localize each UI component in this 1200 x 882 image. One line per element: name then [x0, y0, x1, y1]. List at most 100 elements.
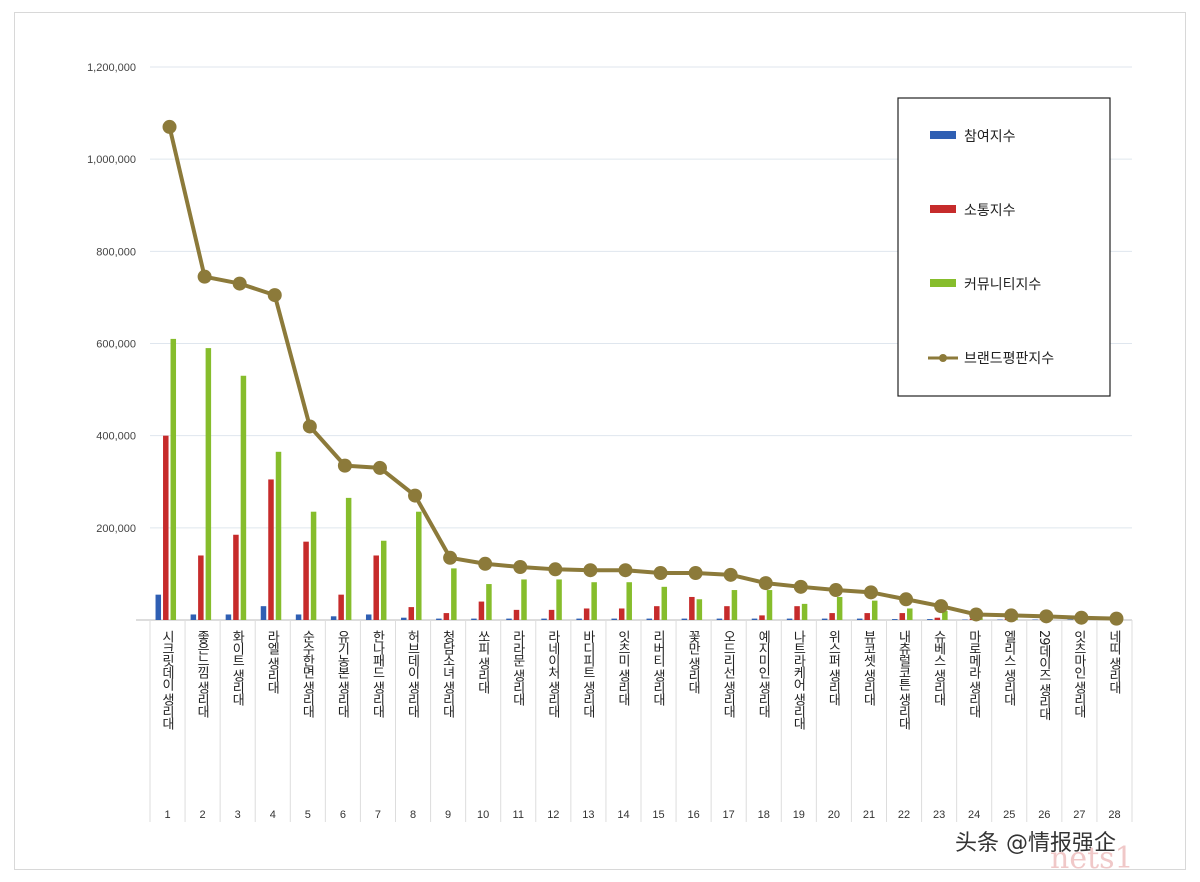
- bar-community: [451, 568, 457, 620]
- brand-reputation-point: [478, 556, 493, 571]
- category-label: 순수한면 생리대: [299, 630, 314, 719]
- rank-label: 12: [547, 809, 559, 821]
- bar-communication: [408, 607, 415, 620]
- brand-reputation-point: [863, 585, 878, 600]
- y-axis-ticks: 1,200,000 1,000,000 800,000 600,000 400,000 2…: [87, 62, 136, 535]
- brand-reputation-point: [372, 460, 387, 475]
- bar-community: [836, 596, 843, 620]
- rank-label: 11: [513, 809, 524, 821]
- watermark-faint-text: nets1: [1050, 841, 1134, 876]
- category-label: 잇츠미 생리대: [615, 630, 630, 707]
- legend-marker: [939, 354, 947, 362]
- rank-label: 21: [863, 809, 875, 821]
- rank-label: 4: [270, 809, 276, 821]
- rank-label: 16: [687, 809, 699, 821]
- bar-communication: [759, 615, 765, 620]
- legend-box: [897, 97, 1111, 397]
- brand-reputation-point: [583, 563, 598, 578]
- brand-reputation-point: [653, 565, 668, 580]
- brand-reputation-point: [1004, 608, 1019, 623]
- bar-participation: [155, 594, 162, 620]
- rank-label: 18: [758, 809, 770, 821]
- brand-reputation-line: [167, 126, 1117, 621]
- bar-community: [556, 579, 562, 620]
- brand-reputation-point: [934, 599, 949, 614]
- legend-label: 소통지수: [964, 203, 1016, 219]
- bar-participation: [225, 614, 232, 620]
- category-label: 위스퍼 생리대: [825, 630, 840, 707]
- bar-community: [521, 579, 527, 620]
- rank-label: 14: [617, 809, 629, 821]
- bar-community: [591, 582, 597, 620]
- y-tick-label: 1,200,000: [87, 62, 136, 74]
- rank-label: 26: [1038, 809, 1050, 821]
- legend-label: 커뮤니티지수: [964, 277, 1041, 293]
- bar-community: [416, 511, 422, 620]
- category-label: 한나패드 생리대: [369, 630, 384, 719]
- brand-reputation-point: [723, 567, 738, 582]
- category-label: 라라문 생리대: [510, 630, 525, 707]
- rank-label: 20: [828, 809, 840, 821]
- legend-swatch: [930, 131, 956, 139]
- bar-communication: [794, 606, 800, 620]
- bar-community: [626, 582, 632, 620]
- brand-reputation-point: [1039, 609, 1054, 624]
- category-label: 허브데이 생리대: [405, 630, 420, 719]
- category-label: 라엘 생리대: [264, 630, 279, 695]
- rank-label: 24: [968, 809, 980, 821]
- bar-community: [766, 590, 773, 620]
- category-label: 쏘피 생리대: [475, 630, 490, 695]
- bar-communication: [268, 479, 274, 620]
- category-label: 슈베스 생리대: [931, 630, 946, 707]
- legend-label: 참여지수: [964, 129, 1016, 145]
- category-label: 29데이즈 생리대: [1036, 630, 1051, 721]
- bar-participation: [681, 618, 688, 620]
- brand-reputation-point: [267, 288, 282, 303]
- bar-communication: [689, 596, 695, 620]
- brand-reputation-point: [162, 119, 177, 134]
- bar-participation: [786, 618, 793, 620]
- y-tick-label: 600,000: [96, 339, 136, 351]
- category-label: 잇츠마인 생리대: [1071, 630, 1086, 719]
- bar-communication: [373, 555, 379, 620]
- watermark-text: 头条 @情报强企: [955, 831, 1116, 856]
- bar-participation: [892, 619, 898, 620]
- bar-communication: [724, 606, 730, 620]
- bar-community: [661, 586, 668, 620]
- brand-reputation-point: [443, 550, 458, 565]
- rank-label: 19: [793, 809, 805, 821]
- bar-participation: [927, 619, 933, 620]
- bar-communication: [618, 608, 625, 620]
- brand-reputation-point: [793, 579, 808, 594]
- bar-community: [696, 599, 703, 620]
- rank-label: 9: [445, 809, 451, 821]
- y-tick-label: 800,000: [96, 246, 136, 258]
- rank-label: 17: [723, 809, 735, 821]
- category-label: 네띠 생리대: [1106, 630, 1121, 695]
- bar-participation: [646, 618, 653, 620]
- rank-label: 23: [933, 809, 945, 821]
- category-label: 예지미인 생리대: [755, 630, 770, 719]
- brand-reputation-point: [1109, 611, 1124, 626]
- y-tick-label: 200,000: [96, 523, 136, 535]
- bar-communication: [548, 609, 555, 620]
- category-label: 내츄럴코튼 생리대: [896, 630, 911, 731]
- rank-label: 3: [235, 809, 241, 821]
- bar-participation: [716, 618, 723, 620]
- bar-participation: [541, 618, 547, 620]
- bar-participation: [751, 618, 758, 620]
- category-label: 나트라케어 생리대: [790, 630, 805, 731]
- bar-participation: [471, 618, 477, 620]
- rank-label: 10: [477, 809, 489, 821]
- bar-community: [170, 338, 177, 620]
- bar-participation: [506, 618, 512, 620]
- brand-reputation-point: [513, 560, 528, 575]
- bar-community: [942, 610, 948, 620]
- rank-label: 5: [305, 809, 311, 821]
- rank-label: 2: [200, 809, 206, 821]
- rank-label: 7: [375, 809, 381, 821]
- bar-communication: [899, 613, 906, 620]
- bar-communication: [864, 613, 870, 620]
- category-table: 시크릿데이 생리대 1 좋은느낌 생리대 2 화이트 생리대 3 라엘 생리대 4 순수한면 생…: [149, 620, 1133, 822]
- brand-reputation-point: [548, 562, 563, 577]
